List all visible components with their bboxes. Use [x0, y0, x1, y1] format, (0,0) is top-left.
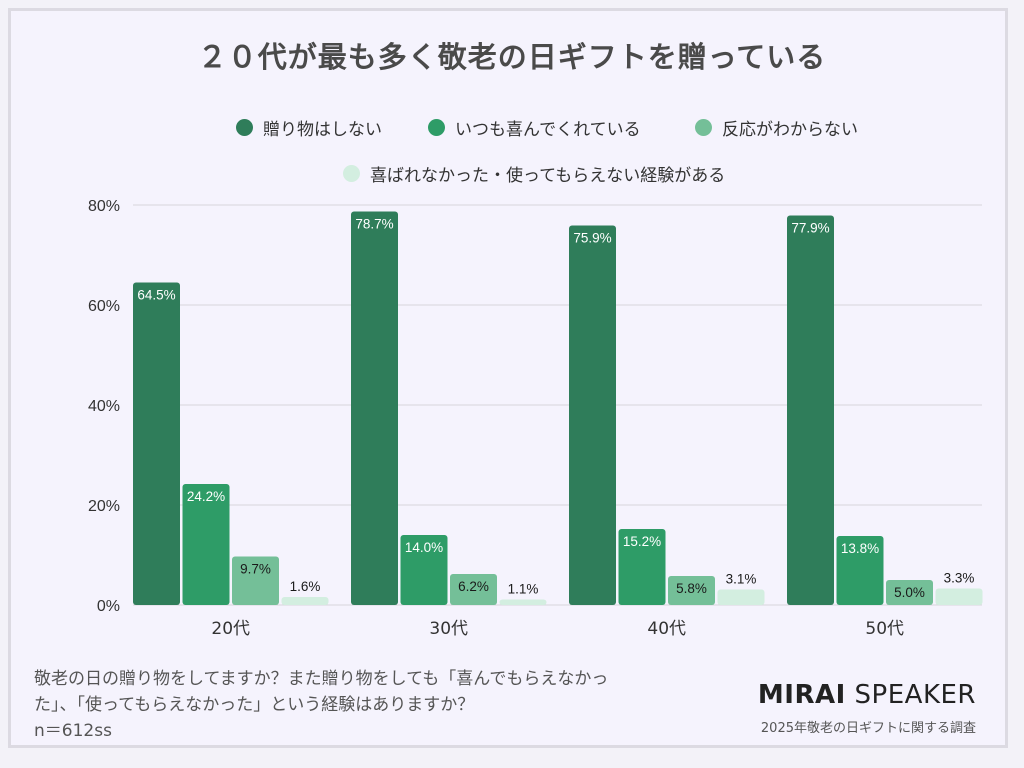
- y-tick-label: 60%: [88, 298, 120, 315]
- legend-item-bad-experience: 喜ばれなかった・使ってもらえない経験がある: [343, 161, 725, 186]
- data-label: 1.6%: [290, 579, 321, 594]
- x-tick-label: 20代: [211, 619, 250, 639]
- y-tick-label: 80%: [88, 198, 120, 215]
- legend-item-unknown: 反応がわからない: [695, 115, 858, 140]
- bar: [787, 215, 834, 605]
- brand-bold: MIRAI: [757, 680, 846, 710]
- bar: [133, 282, 180, 605]
- data-label: 9.7%: [240, 562, 271, 577]
- y-tick-label: 40%: [88, 398, 120, 415]
- x-tick-label: 40代: [647, 619, 686, 639]
- brand-subtitle: 2025年敬老の日ギフトに関する調査: [760, 721, 976, 736]
- bar: [281, 597, 329, 605]
- chart-title: ２０代が最も多く敬老の日ギフトを贈っている: [197, 40, 827, 74]
- bar: [400, 535, 448, 605]
- legend-label: 喜ばれなかった・使ってもらえない経験がある: [370, 166, 726, 186]
- bar: [499, 599, 547, 605]
- legend-swatch-icon: [428, 119, 445, 136]
- bar: [836, 536, 884, 605]
- data-label: 5.8%: [676, 581, 707, 596]
- bar: [618, 529, 666, 605]
- legend-swatch-icon: [236, 119, 253, 136]
- bar: [717, 589, 765, 605]
- data-label: 75.9%: [573, 231, 611, 246]
- data-label: 24.2%: [187, 489, 225, 504]
- brand-logo: MIRAI SPEAKER: [758, 680, 976, 710]
- data-label: 14.0%: [405, 540, 443, 555]
- data-label: 3.1%: [726, 572, 757, 587]
- data-label: 78.7%: [355, 217, 393, 232]
- bar: [450, 574, 497, 605]
- question-line-2: た」、「使ってもらえなかった」という経験はありますか？: [34, 695, 475, 715]
- data-label: 77.9%: [791, 221, 829, 236]
- bar: [232, 556, 279, 605]
- x-tick-label: 50代: [865, 619, 904, 639]
- legend-swatch-icon: [695, 119, 712, 136]
- data-label: 5.0%: [894, 585, 925, 600]
- bar: [351, 211, 398, 605]
- data-label: 1.1%: [508, 582, 539, 597]
- data-label: 15.2%: [623, 534, 661, 549]
- data-label: 64.5%: [137, 288, 175, 303]
- y-tick-label: 0%: [97, 598, 120, 615]
- bar: [668, 576, 715, 605]
- data-label: 3.3%: [944, 571, 975, 586]
- legend-label: いつも喜んでくれている: [455, 120, 641, 140]
- data-label: 6.2%: [458, 579, 489, 594]
- y-tick-label: 20%: [88, 498, 120, 515]
- legend-item-no-gift: 贈り物はしない: [236, 115, 382, 140]
- bar: [569, 225, 616, 605]
- bar: [886, 580, 933, 605]
- survey-note: 敬老の日の贈り物をしてますか？また贈り物をしても「喜んでもらえなかっ た」、「使…: [34, 666, 694, 744]
- legend-swatch-icon: [343, 165, 360, 182]
- sample-size: n＝612ss: [34, 721, 112, 741]
- brand-light: SPEAKER: [854, 680, 976, 710]
- bar: [935, 588, 983, 605]
- bar: [182, 484, 230, 605]
- legend-item-always-happy: いつも喜んでくれている: [428, 115, 641, 140]
- legend-label: 贈り物はしない: [263, 120, 382, 140]
- legend-label: 反応がわからない: [722, 120, 858, 140]
- question-line-1: 敬老の日の贈り物をしてますか？また贈り物をしても「喜んでもらえなかっ: [34, 669, 609, 689]
- x-tick-label: 30代: [429, 619, 468, 639]
- data-label: 13.8%: [841, 541, 879, 556]
